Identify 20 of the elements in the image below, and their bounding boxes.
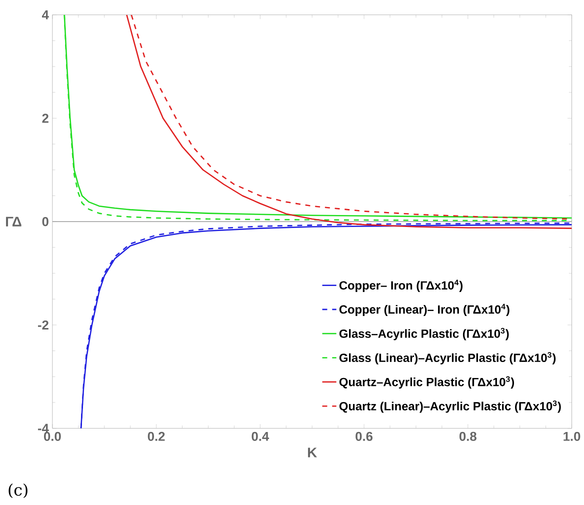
x-tick-label: 0.8: [459, 432, 476, 441]
legend-label: Quartz–Acyrlic Plastic (ΓΔx10$^{3}$): [339, 376, 514, 388]
legend-label: Copper– Iron (ΓΔx10$^{4}$): [339, 279, 463, 292]
x-axis-title: K: [308, 447, 317, 458]
y-axis-title: ΓΔ: [6, 216, 22, 226]
x-tick-label: 1.0: [564, 432, 580, 441]
x-tick-label: 0.2: [148, 432, 165, 441]
y-tick-label: 0: [42, 216, 48, 226]
legend-label: Quartz (Linear)–Acyrlic Plastic (ΓΔx10$^{3}$): [339, 400, 561, 413]
y-tick-label: 2: [42, 113, 48, 122]
x-tick-label: 0.6: [356, 432, 373, 441]
x-tick-label: 0.4: [252, 432, 270, 441]
text: (c): [8, 483, 28, 498]
legend-label: Glass (Linear)–Acyrlic Plastic (ΓΔx10$^{3}$): [339, 352, 556, 364]
y-tick-label: -4: [38, 424, 49, 433]
legend-label: Glass–Acyrlic Plastic (ΓΔx10$^{3}$): [339, 328, 509, 340]
x-tick-label: 0.0: [44, 432, 61, 441]
legend-label: Copper (Linear)– Iron (ΓΔx10$^{4}$): [339, 304, 510, 316]
y-tick-label: -2: [38, 320, 48, 330]
y-tick-label: 4: [42, 10, 49, 20]
